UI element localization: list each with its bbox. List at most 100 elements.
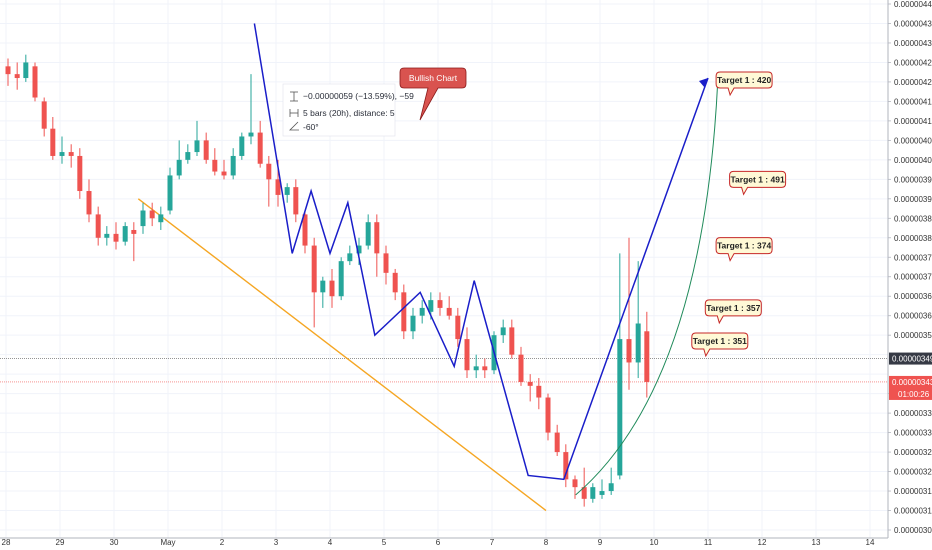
candle-down bbox=[626, 339, 632, 363]
candle-down bbox=[536, 385, 542, 398]
candle-down bbox=[302, 214, 308, 246]
candle-down bbox=[113, 233, 119, 242]
target-label: Target 1 : 374 bbox=[717, 241, 771, 251]
price-tick-label: 0.00000305 bbox=[894, 526, 932, 535]
zigzag-arrowhead bbox=[699, 78, 708, 89]
target-callout: Target 1 : 357 bbox=[704, 299, 762, 325]
grid bbox=[0, 0, 888, 538]
price-tick-label: 0.00000325 bbox=[894, 448, 932, 457]
candle-down bbox=[518, 354, 524, 382]
time-tick-label: 28 bbox=[2, 538, 11, 547]
price-range-icon bbox=[290, 91, 298, 102]
zigzag-line bbox=[253, 23, 709, 481]
candle-up bbox=[23, 62, 29, 79]
candle-down bbox=[266, 163, 272, 180]
target-callout: Target 1 : 351 bbox=[691, 332, 749, 358]
candle-up bbox=[59, 152, 65, 156]
price-tick-label: 0.00000435 bbox=[894, 19, 932, 28]
candle-down bbox=[392, 272, 398, 293]
candle-down bbox=[14, 74, 20, 79]
candle-down bbox=[32, 66, 38, 98]
candle-down bbox=[563, 452, 569, 480]
candle-up bbox=[167, 175, 173, 211]
reference-lines bbox=[0, 358, 888, 383]
time-tick-label: 13 bbox=[812, 538, 821, 547]
time-axis[interactable]: 28 29 30 May 2 3 4 5 6 7 8 9 10 11 12 13 14 bbox=[0, 537, 888, 547]
candle-down bbox=[437, 300, 443, 308]
candle-down bbox=[212, 159, 218, 172]
candle-down bbox=[257, 132, 263, 164]
candle-down bbox=[554, 432, 560, 453]
candle-up bbox=[617, 339, 623, 476]
target-bubble bbox=[729, 170, 787, 196]
candle-down bbox=[86, 191, 92, 215]
candle-up bbox=[590, 487, 596, 499]
time-tick-label: 7 bbox=[490, 538, 495, 547]
candle-up bbox=[284, 187, 290, 195]
target-label: Target 1 : 491 bbox=[731, 174, 785, 184]
candle-down bbox=[293, 187, 299, 215]
time-tick-label: 29 bbox=[56, 538, 65, 547]
bar-range-icon bbox=[289, 109, 299, 117]
angle-icon bbox=[289, 121, 299, 131]
candle-up bbox=[365, 222, 371, 246]
measure-price-change: −0.00000059 (−13.59%), −59 bbox=[303, 91, 414, 101]
candle-up bbox=[473, 366, 479, 371]
candle-down bbox=[77, 155, 83, 192]
time-tick-label: May bbox=[160, 538, 175, 547]
candle-down bbox=[455, 315, 461, 340]
candle-down bbox=[374, 222, 380, 254]
time-tick-label: 9 bbox=[598, 538, 603, 547]
candle-down bbox=[203, 140, 209, 160]
candle-up bbox=[500, 327, 506, 336]
candle-down bbox=[482, 366, 488, 371]
target-bubble bbox=[691, 332, 749, 358]
target-label: Target 1 : 357 bbox=[706, 303, 760, 313]
zigzag-pattern bbox=[253, 23, 709, 481]
bullish-chart-callout: Bullish Chart bbox=[399, 67, 467, 121]
price-tick-label: 0.00000375 bbox=[894, 253, 932, 262]
callout-bubble bbox=[399, 67, 467, 121]
measure-tooltip: −0.00000059 (−13.59%), −59 5 bars (20h),… bbox=[282, 83, 414, 137]
candle-up bbox=[347, 253, 353, 262]
candle-down bbox=[572, 479, 578, 488]
current-price-tag-label: 0.00000343 bbox=[892, 378, 932, 387]
candle-up bbox=[239, 136, 245, 156]
projection-arc bbox=[575, 81, 719, 496]
measure-bar-distance: 5 bars (20h), distance: 5 bbox=[303, 108, 395, 118]
callout-label: Bullish Chart bbox=[409, 73, 458, 83]
candle-down bbox=[527, 381, 533, 386]
candle-down bbox=[644, 331, 650, 382]
time-tick-label: 30 bbox=[110, 538, 119, 547]
measure-tooltip-box bbox=[282, 83, 396, 137]
candle-down bbox=[5, 66, 11, 75]
reference-price-tag bbox=[889, 352, 932, 365]
time-tick-label: 3 bbox=[274, 538, 279, 547]
time-tick-label: 2 bbox=[220, 538, 225, 547]
projection-arc-line bbox=[575, 81, 719, 496]
candle-up bbox=[194, 140, 200, 153]
candle-up bbox=[158, 214, 164, 223]
price-tick-label: 0.00000405 bbox=[894, 136, 932, 145]
price-tick-label: 0.00000415 bbox=[894, 97, 932, 106]
candle-up bbox=[635, 323, 641, 363]
time-tick-label: 8 bbox=[544, 538, 549, 547]
target-bubble bbox=[704, 299, 762, 325]
price-tick-label: 0.00000425 bbox=[894, 58, 932, 67]
candle-up bbox=[230, 155, 236, 176]
time-tick-label: 4 bbox=[328, 538, 333, 547]
candle-down bbox=[95, 214, 101, 238]
candle-down bbox=[464, 339, 470, 371]
price-tick-label: 0.00000365 bbox=[894, 292, 932, 301]
target-callout: Target 1 : 374 bbox=[715, 237, 773, 262]
target-callout: Target 1 : 491 bbox=[729, 170, 787, 196]
target-bubble bbox=[715, 71, 773, 97]
candle-down bbox=[329, 280, 335, 297]
target-label: Target 1 : 351 bbox=[693, 336, 747, 346]
